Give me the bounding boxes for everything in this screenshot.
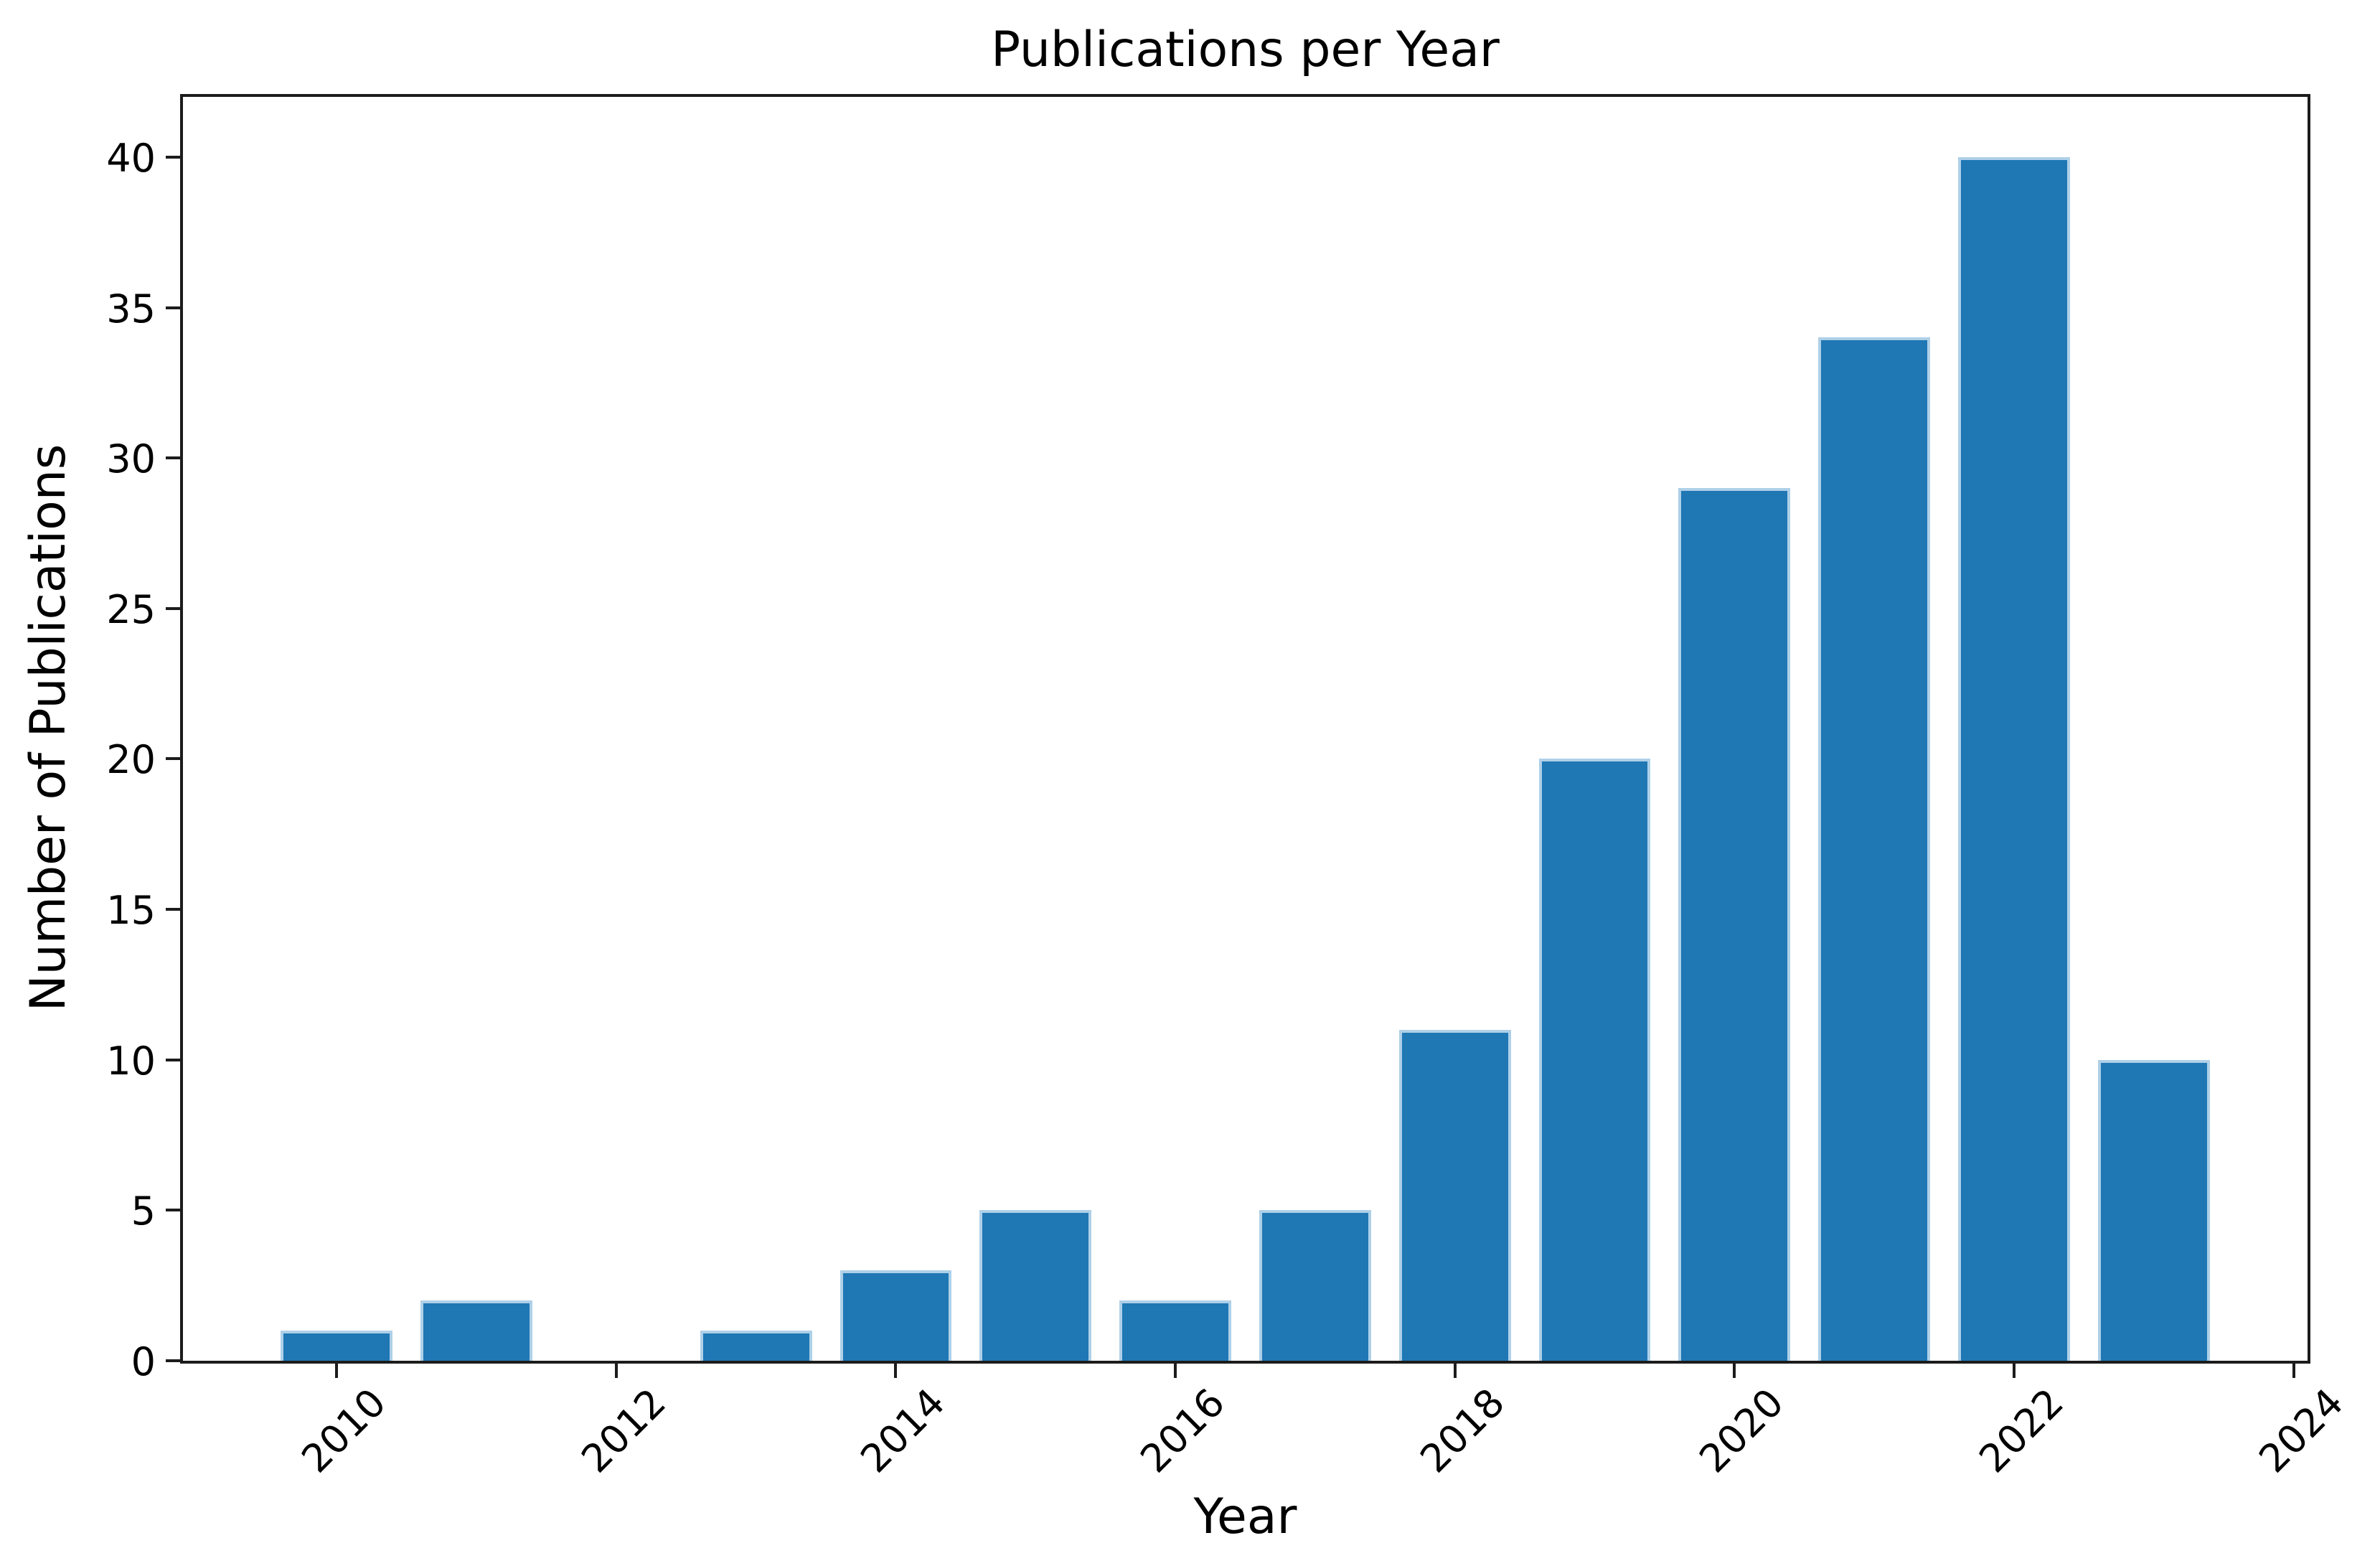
x-tick-label-2018: 2018 [1411,1379,1513,1482]
bar-2021 [1818,337,1931,1361]
x-tick-label-2010: 2010 [293,1379,395,1482]
y-tick-15 [166,908,180,911]
bar-2019 [1538,759,1651,1361]
x-tick-label-2012: 2012 [573,1379,674,1482]
y-axis-label: Number of Publications [20,444,77,1012]
y-tick-0 [166,1359,180,1362]
bar-2020 [1678,488,1791,1361]
bar-2023 [2097,1059,2210,1361]
y-tick-label-20: 20 [106,737,156,783]
bar-2011 [420,1300,532,1361]
y-tick-label-25: 25 [106,586,156,632]
x-tick-2020 [1733,1364,1736,1378]
y-tick-label-35: 35 [106,286,156,332]
y-tick-30 [166,456,180,460]
x-tick-2018 [1453,1364,1457,1378]
bar-2022 [1957,156,2070,1361]
y-tick-label-5: 5 [131,1188,156,1234]
x-tick-2014 [894,1364,898,1378]
bar-2018 [1398,1029,1511,1361]
chart-title: Publications per Year [991,22,1500,78]
x-tick-2022 [2012,1364,2016,1378]
y-tick-label-10: 10 [106,1038,156,1084]
x-tick-2010 [335,1364,339,1378]
bar-2014 [839,1270,952,1361]
y-tick-label-0: 0 [131,1339,156,1384]
x-axis-label: Year [1193,1488,1297,1545]
x-tick-label-2022: 2022 [1970,1379,2072,1482]
y-tick-20 [166,757,180,761]
x-tick-label-2024: 2024 [2249,1379,2352,1482]
x-tick-2016 [1174,1364,1177,1378]
y-tick-10 [166,1058,180,1061]
x-tick-label-2016: 2016 [1132,1379,1234,1482]
y-tick-35 [166,306,180,309]
y-tick-25 [166,606,180,610]
x-tick-label-2020: 2020 [1690,1379,1793,1482]
x-tick-2024 [2292,1364,2295,1378]
y-tick-40 [166,155,180,159]
y-tick-label-40: 40 [106,135,156,181]
bar-2013 [700,1331,812,1361]
bar-2010 [281,1331,393,1361]
y-tick-label-30: 30 [106,436,156,482]
x-tick-label-2014: 2014 [852,1379,954,1482]
y-tick-5 [166,1209,180,1212]
bar-2017 [1259,1210,1371,1361]
plot-area: 2010 2012 2014 2016 2018 2020 2022 2024 0 5 10 15 2… [106,94,2352,1481]
x-tick-2012 [614,1364,618,1378]
bar-2016 [1119,1300,1231,1361]
y-tick-label-15: 15 [106,888,156,934]
bar-2015 [979,1210,1092,1361]
